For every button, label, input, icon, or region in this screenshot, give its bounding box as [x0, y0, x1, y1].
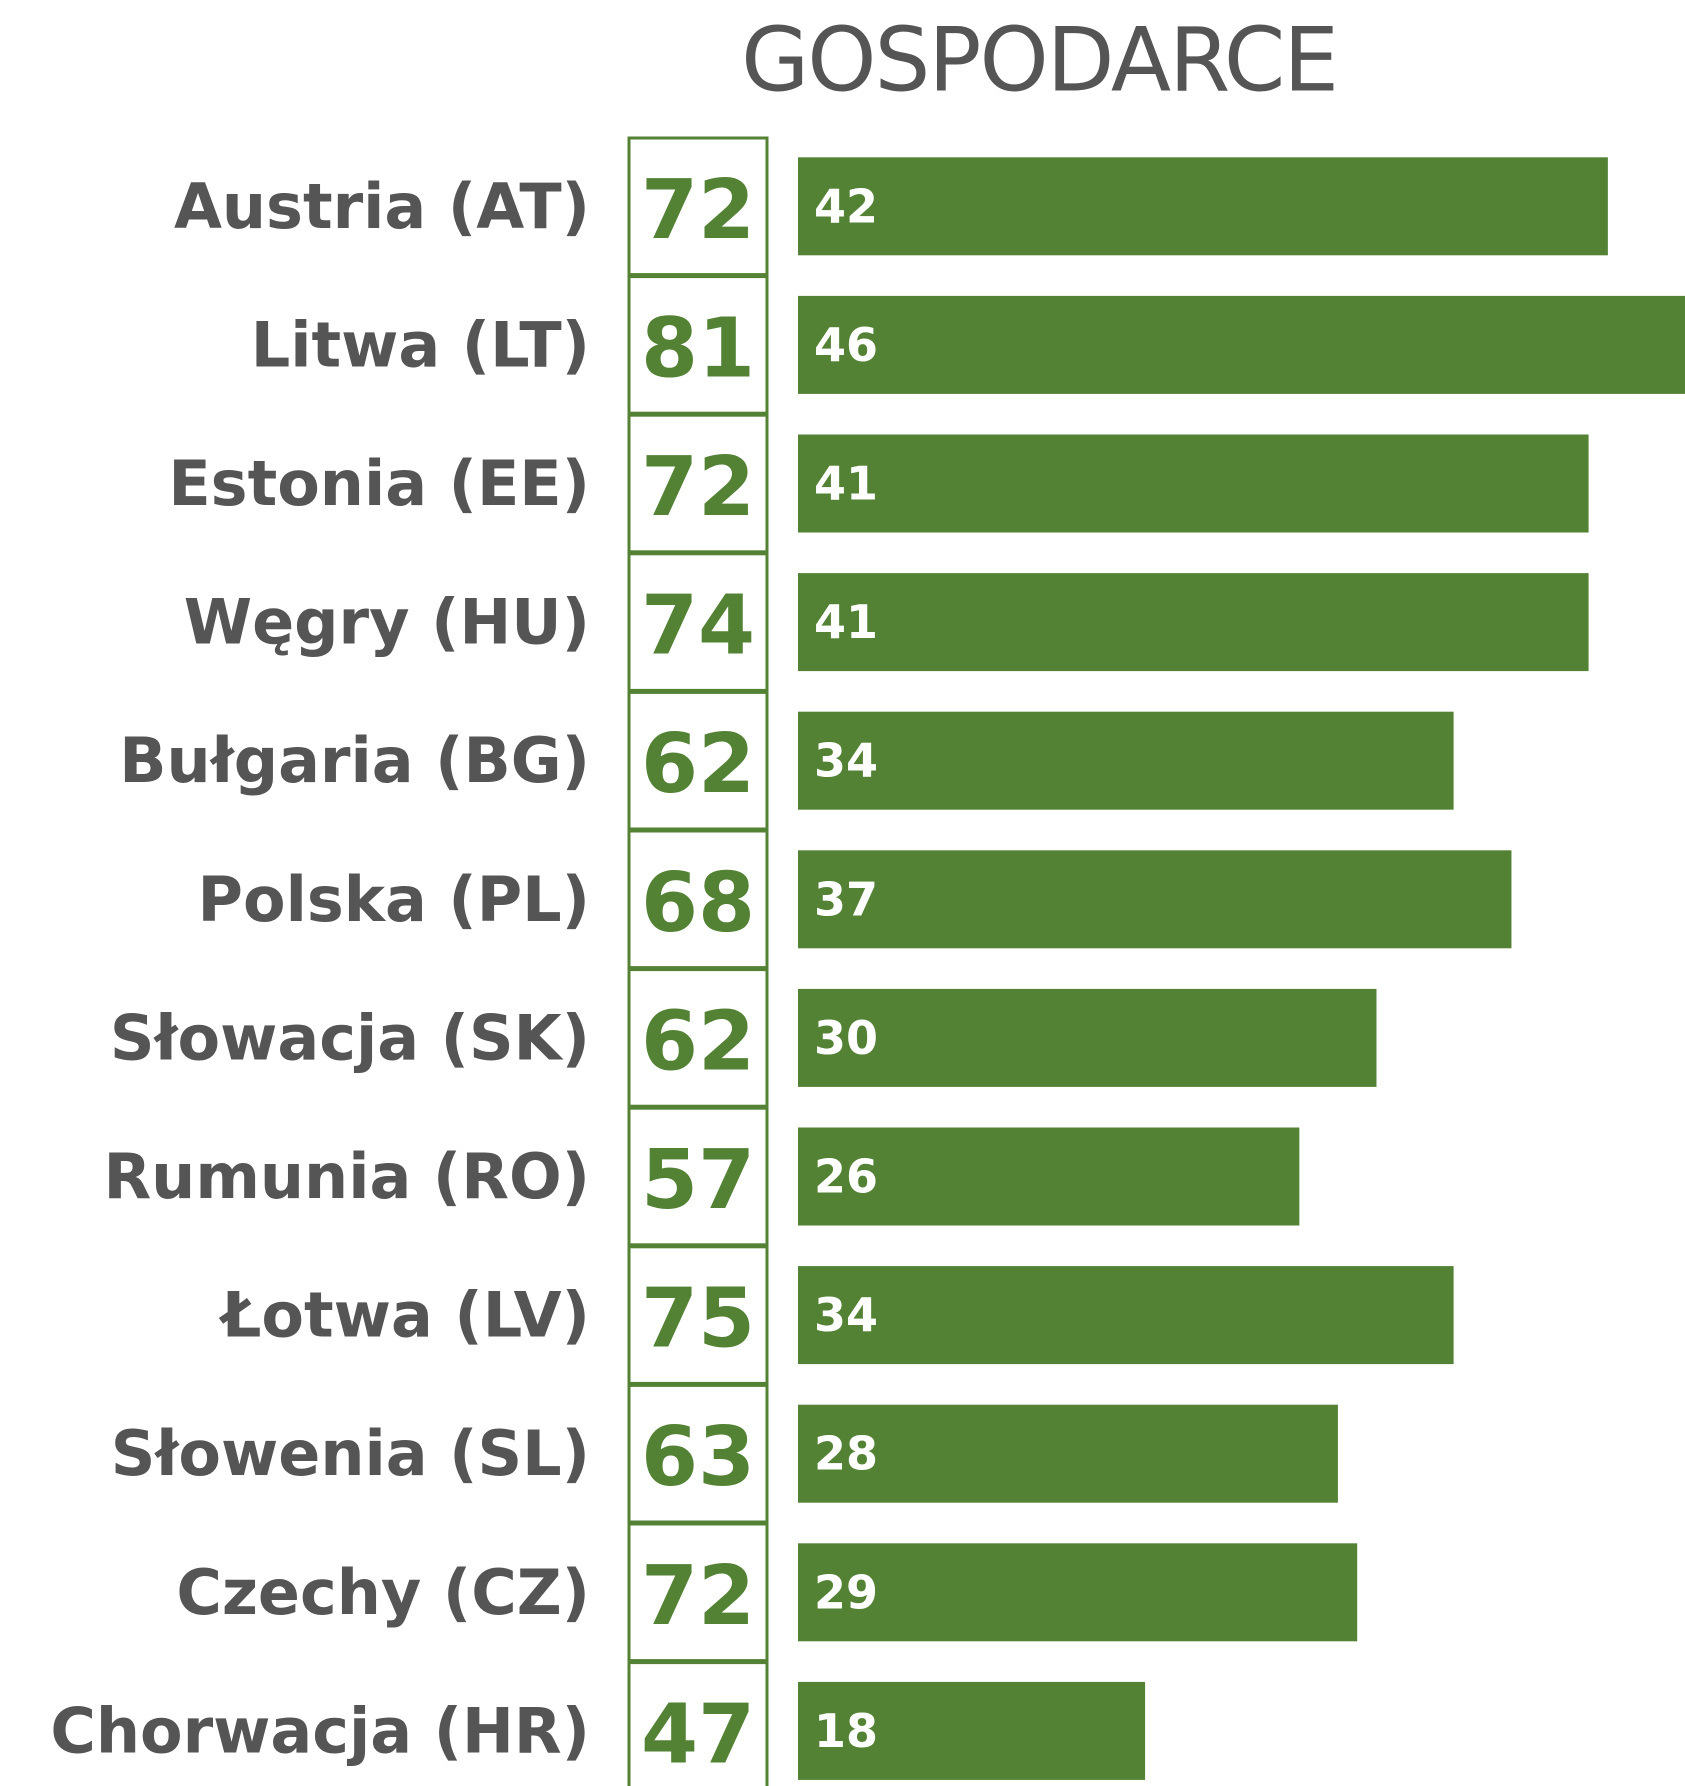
bar-value-label: 34 — [814, 734, 878, 788]
bar — [798, 1127, 1300, 1226]
bar — [798, 295, 1685, 394]
bar-value-label: 26 — [814, 1150, 878, 1204]
bar — [798, 1543, 1358, 1642]
score-label: 72 — [641, 440, 755, 535]
bar — [798, 1404, 1338, 1503]
bar-value-label: 18 — [814, 1704, 878, 1758]
category-label: Rumunia (RO) — [103, 1140, 590, 1213]
score-box — [627, 136, 769, 277]
score-label: 72 — [641, 1549, 755, 1644]
category-label: Słowacja (SK) — [110, 1001, 590, 1074]
score-label: 57 — [641, 1133, 755, 1228]
bar — [798, 573, 1589, 672]
score-label: 72 — [641, 163, 755, 258]
score-label: 63 — [641, 1410, 755, 1505]
bar-value-label: 41 — [814, 457, 878, 511]
score-box — [627, 552, 769, 692]
score-label: 62 — [641, 994, 755, 1089]
bar — [798, 434, 1589, 533]
bar-value-label: 29 — [814, 1565, 878, 1619]
bar-value-label: 46 — [814, 318, 878, 372]
category-label: Estonia (EE) — [168, 447, 590, 520]
score-label: 68 — [641, 856, 755, 951]
score-box — [627, 1661, 769, 1786]
score-box — [627, 413, 769, 554]
bar — [798, 157, 1608, 256]
bar-value-label: 41 — [814, 595, 878, 649]
category-label: Austria (AT) — [174, 170, 590, 243]
category-label: Węgry (HU) — [184, 586, 590, 659]
category-label: Litwa (LT) — [251, 308, 590, 381]
bar — [798, 850, 1512, 949]
score-label: 75 — [641, 1272, 755, 1367]
bar-value-label: 34 — [814, 1288, 878, 1342]
score-box — [627, 968, 769, 1108]
score-box — [627, 829, 769, 970]
bar-value-label: 28 — [814, 1427, 878, 1481]
score-label: 47 — [641, 1687, 755, 1782]
score-box — [627, 1106, 769, 1247]
bar-value-label: 37 — [814, 872, 878, 926]
category-label: Chorwacja (HR) — [50, 1694, 590, 1767]
category-label: Bułgaria (BG) — [119, 724, 590, 797]
score-box — [627, 1383, 769, 1524]
score-label: 62 — [641, 717, 755, 812]
bar — [798, 988, 1377, 1087]
bar-value-label: 30 — [814, 1011, 878, 1065]
category-label: Polska (PL) — [198, 863, 590, 936]
score-label: 74 — [641, 579, 755, 674]
bar-value-label: 42 — [814, 179, 878, 233]
score-box — [627, 690, 769, 831]
score-label: 81 — [641, 301, 755, 396]
category-label: Słowenia (SL) — [111, 1417, 590, 1490]
category-label: Łotwa (LV) — [219, 1279, 590, 1352]
bar — [798, 1681, 1146, 1780]
score-box — [627, 1522, 769, 1663]
score-box — [627, 275, 769, 415]
bar — [798, 711, 1454, 810]
bar — [798, 1266, 1454, 1365]
chart-title: GOSPODARCE — [741, 9, 1337, 112]
score-box — [627, 1245, 769, 1385]
category-label: Czechy (CZ) — [176, 1556, 590, 1629]
